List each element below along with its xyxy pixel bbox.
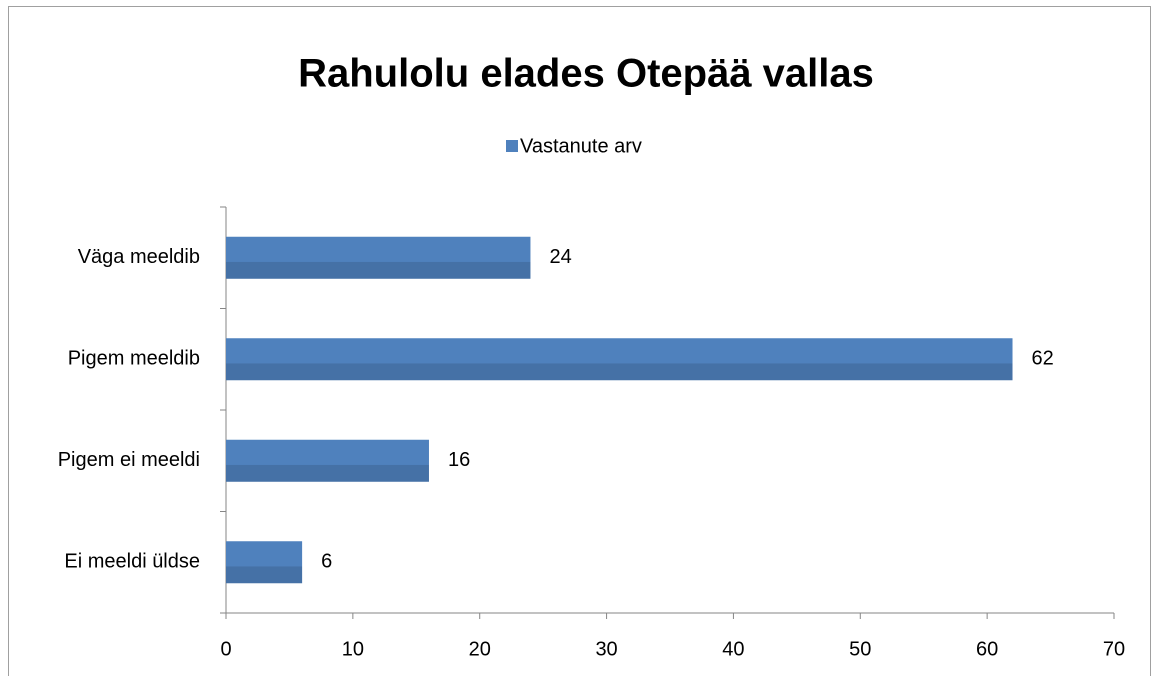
y-tick-label: Väga meeldib [78, 246, 200, 268]
x-tick-label: 70 [1103, 638, 1125, 660]
bar-shade [226, 464, 429, 482]
y-tick-label: Ei meeldi üldse [64, 551, 200, 573]
x-tick-label: 50 [849, 638, 871, 660]
bar-shade [226, 363, 1013, 381]
legend-swatch [506, 140, 518, 152]
bar-shade [226, 566, 303, 584]
x-tick-label: 40 [722, 638, 744, 660]
bar [226, 439, 429, 482]
x-tick-label: 60 [976, 638, 998, 660]
chart-title: Rahulolu elades Otepää vallas [298, 52, 874, 96]
bar [226, 236, 531, 279]
x-tick-label: 10 [342, 638, 364, 660]
bar-shade [226, 261, 531, 279]
x-tick-label: 30 [595, 638, 617, 660]
y-tick-label: Pigem ei meeldi [58, 449, 200, 471]
data-label: 16 [448, 449, 470, 471]
data-label: 24 [549, 246, 571, 268]
bar [226, 541, 303, 584]
bar [226, 338, 1013, 381]
data-label: 62 [1032, 348, 1054, 370]
y-tick-label: Pigem meeldib [68, 348, 200, 370]
x-tick-label: 20 [469, 638, 491, 660]
data-label: 6 [321, 551, 332, 573]
x-tick-label: 0 [220, 638, 231, 660]
legend-label: Vastanute arv [520, 135, 642, 157]
